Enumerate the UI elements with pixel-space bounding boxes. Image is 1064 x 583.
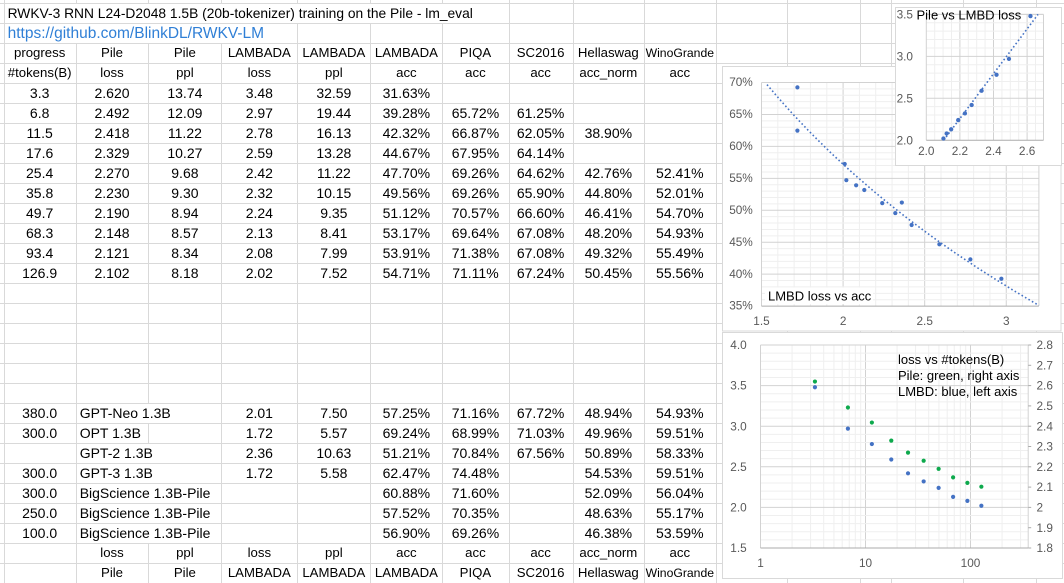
svg-text:70%: 70% [729,75,753,89]
svg-text:2: 2 [840,314,847,328]
svg-text:1.5: 1.5 [753,314,770,328]
svg-text:2.0: 2.0 [730,501,747,515]
svg-text:55%: 55% [729,171,753,185]
svg-text:1.5: 1.5 [730,541,747,555]
svg-text:2.6: 2.6 [1036,379,1053,393]
svg-text:Pile: green, right axis: Pile: green, right axis [898,368,1020,383]
svg-text:3.0: 3.0 [897,49,914,63]
svg-text:65%: 65% [729,107,753,121]
svg-text:3: 3 [1003,314,1010,328]
svg-text:50%: 50% [729,203,753,217]
svg-text:2.5: 2.5 [730,460,747,474]
svg-text:1.9: 1.9 [1036,521,1052,535]
svg-text:100: 100 [960,556,980,570]
svg-text:2.5: 2.5 [897,91,914,105]
svg-text:Pile vs LMBD loss: Pile vs LMBD loss [917,7,1022,22]
svg-text:2.0: 2.0 [918,144,935,158]
svg-text:LMBD loss vs acc: LMBD loss vs acc [768,289,872,304]
svg-text:35%: 35% [729,299,753,313]
svg-text:10: 10 [858,556,872,570]
svg-text:2.5: 2.5 [916,314,933,328]
svg-text:2.5: 2.5 [1036,399,1053,413]
svg-text:2.0: 2.0 [897,133,914,147]
svg-text:3.5: 3.5 [730,379,747,393]
svg-text:2.3: 2.3 [1036,440,1053,454]
svg-text:2.6: 2.6 [1019,144,1036,158]
svg-text:2.8: 2.8 [1036,338,1053,352]
svg-text:2: 2 [1036,501,1043,515]
svg-text:2.1: 2.1 [1036,480,1052,494]
svg-text:40%: 40% [729,267,753,281]
svg-text:45%: 45% [729,235,753,249]
svg-text:2.4: 2.4 [985,144,1002,158]
svg-text:60%: 60% [729,139,753,153]
svg-text:1.8: 1.8 [1036,541,1053,555]
svg-text:3.5: 3.5 [897,8,914,22]
svg-text:3.0: 3.0 [730,419,747,433]
svg-text:2.2: 2.2 [952,144,968,158]
svg-text:2.7: 2.7 [1036,358,1052,372]
svg-text:1: 1 [757,556,764,570]
svg-text:4.0: 4.0 [730,338,747,352]
svg-text:2.4: 2.4 [1036,419,1053,433]
svg-text:LMBD: blue, left axis: LMBD: blue, left axis [898,384,1018,399]
svg-text:2.2: 2.2 [1036,460,1052,474]
svg-text:loss vs #tokens(B): loss vs #tokens(B) [898,352,1004,367]
